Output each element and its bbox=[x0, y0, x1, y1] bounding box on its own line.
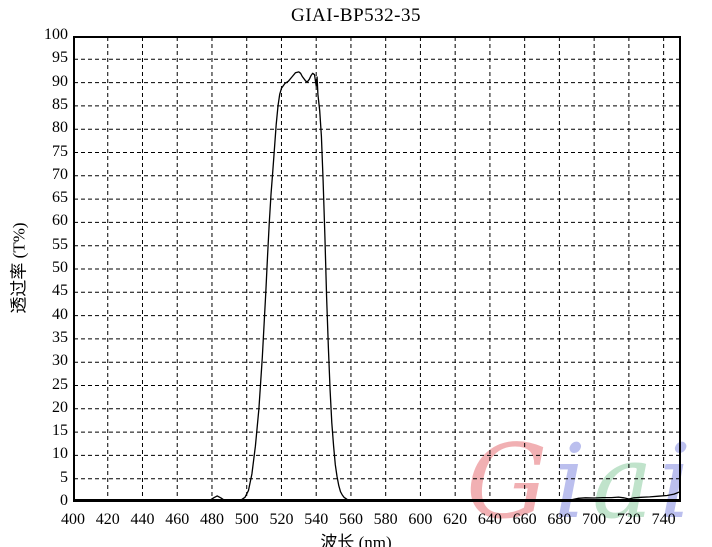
x-tick-label: 480 bbox=[199, 511, 224, 528]
y-tick-label: 0 bbox=[60, 492, 68, 509]
y-tick-label: 35 bbox=[52, 328, 68, 346]
x-tick-label: 460 bbox=[165, 511, 190, 528]
y-tick-label: 100 bbox=[44, 26, 68, 43]
x-tick-label: 620 bbox=[443, 511, 468, 528]
chart-title: GIAI-BP532-35 bbox=[291, 5, 421, 26]
x-tick-label: 520 bbox=[269, 511, 294, 528]
x-tick-label: 700 bbox=[582, 511, 607, 528]
y-tick-label: 50 bbox=[52, 259, 68, 276]
y-tick-label: 15 bbox=[52, 422, 68, 440]
y-tick-label: 40 bbox=[52, 305, 68, 323]
x-tick-label: 540 bbox=[304, 511, 329, 528]
y-tick-label: 80 bbox=[52, 119, 68, 137]
x-axis-label: 波长 (nm) bbox=[320, 533, 392, 547]
y-tick-label: 65 bbox=[52, 189, 68, 207]
plot-svg bbox=[73, 36, 681, 502]
y-tick-label: 60 bbox=[52, 212, 68, 230]
y-tick-label: 5 bbox=[60, 468, 68, 486]
x-tick-label: 560 bbox=[338, 511, 363, 528]
plot-area bbox=[73, 36, 681, 502]
x-tick-label: 580 bbox=[373, 511, 398, 528]
x-tick-label: 740 bbox=[651, 511, 676, 528]
y-tick-label: 85 bbox=[52, 95, 68, 113]
x-tick-label: 640 bbox=[477, 511, 502, 528]
x-tick-label: 420 bbox=[95, 511, 120, 528]
y-tick-label: 25 bbox=[52, 375, 68, 393]
y-axis-label: 透过率 (T%) bbox=[9, 222, 29, 314]
y-tick-label: 10 bbox=[52, 445, 68, 463]
y-tick-label: 45 bbox=[52, 282, 68, 300]
y-tick-label: 75 bbox=[52, 142, 68, 160]
x-tick-label: 600 bbox=[408, 511, 433, 528]
y-tick-label: 95 bbox=[52, 49, 68, 67]
y-tick-label: 55 bbox=[52, 235, 68, 253]
y-tick-label: 70 bbox=[52, 165, 68, 183]
x-tick-label: 720 bbox=[616, 511, 641, 528]
x-tick-label: 680 bbox=[547, 511, 572, 528]
x-tick-label: 400 bbox=[61, 511, 85, 528]
y-tick-label: 90 bbox=[52, 72, 68, 90]
x-tick-label: 660 bbox=[512, 511, 537, 528]
y-tick-label: 20 bbox=[52, 398, 68, 416]
x-tick-label: 440 bbox=[130, 511, 155, 528]
x-tick-label: 500 bbox=[234, 511, 259, 528]
y-tick-label: 30 bbox=[52, 352, 68, 370]
